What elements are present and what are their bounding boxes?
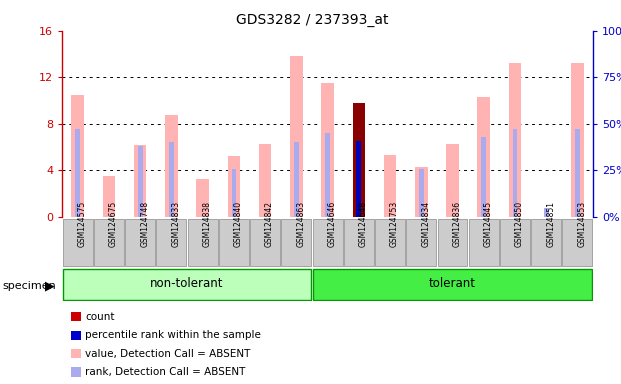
Bar xyxy=(294,142,299,217)
Text: GSM124675: GSM124675 xyxy=(109,200,118,247)
Bar xyxy=(259,144,271,217)
Bar xyxy=(290,56,302,217)
Bar xyxy=(478,97,490,217)
Text: GSM124853: GSM124853 xyxy=(578,200,586,247)
Text: GSM124863: GSM124863 xyxy=(296,200,306,247)
Bar xyxy=(575,129,580,217)
Text: GSM124845: GSM124845 xyxy=(484,200,492,247)
FancyBboxPatch shape xyxy=(563,219,592,266)
Bar xyxy=(419,169,424,217)
Bar xyxy=(169,142,174,217)
Bar xyxy=(512,129,517,217)
Text: GSM124836: GSM124836 xyxy=(453,200,461,247)
Bar xyxy=(165,114,178,217)
Bar xyxy=(138,146,143,217)
Text: count: count xyxy=(85,312,115,322)
Text: GSM124851: GSM124851 xyxy=(546,200,555,247)
FancyBboxPatch shape xyxy=(344,219,374,266)
Bar xyxy=(384,155,396,217)
Bar xyxy=(325,133,330,217)
Text: GSM124575: GSM124575 xyxy=(78,200,87,247)
Text: GSM124834: GSM124834 xyxy=(421,200,430,247)
Text: GSM124842: GSM124842 xyxy=(265,200,274,247)
Bar xyxy=(509,63,521,217)
Text: GSM124648: GSM124648 xyxy=(359,200,368,247)
Bar xyxy=(75,129,80,217)
Bar xyxy=(481,137,486,217)
FancyBboxPatch shape xyxy=(469,219,499,266)
FancyBboxPatch shape xyxy=(125,219,155,266)
Bar xyxy=(353,103,365,217)
Text: value, Detection Call = ABSENT: value, Detection Call = ABSENT xyxy=(85,349,250,359)
FancyBboxPatch shape xyxy=(312,219,343,266)
Text: GSM124833: GSM124833 xyxy=(171,200,181,247)
Bar xyxy=(356,141,361,217)
Bar xyxy=(228,156,240,217)
Text: GSM124840: GSM124840 xyxy=(234,200,243,247)
Text: GSM124838: GSM124838 xyxy=(202,200,212,247)
Bar xyxy=(446,144,459,217)
FancyBboxPatch shape xyxy=(500,219,530,266)
Text: non-tolerant: non-tolerant xyxy=(150,277,224,290)
Text: GSM124753: GSM124753 xyxy=(390,200,399,247)
FancyBboxPatch shape xyxy=(250,219,280,266)
FancyBboxPatch shape xyxy=(531,219,561,266)
Text: rank, Detection Call = ABSENT: rank, Detection Call = ABSENT xyxy=(85,367,245,377)
FancyBboxPatch shape xyxy=(63,269,311,300)
FancyBboxPatch shape xyxy=(406,219,437,266)
Text: GSM124748: GSM124748 xyxy=(140,200,149,247)
FancyBboxPatch shape xyxy=(156,219,186,266)
FancyBboxPatch shape xyxy=(219,219,249,266)
Bar xyxy=(134,145,147,217)
FancyBboxPatch shape xyxy=(188,219,217,266)
FancyBboxPatch shape xyxy=(281,219,311,266)
Text: specimen: specimen xyxy=(2,281,57,291)
Text: GSM124850: GSM124850 xyxy=(515,200,524,247)
Bar xyxy=(196,179,209,217)
FancyBboxPatch shape xyxy=(63,219,93,266)
Text: ▶: ▶ xyxy=(45,280,55,293)
Text: percentile rank within the sample: percentile rank within the sample xyxy=(85,330,261,340)
Bar xyxy=(232,169,236,217)
Bar xyxy=(102,176,116,217)
FancyBboxPatch shape xyxy=(94,219,124,266)
FancyBboxPatch shape xyxy=(312,269,592,300)
Bar xyxy=(321,83,334,217)
Bar xyxy=(71,95,84,217)
Bar xyxy=(571,63,584,217)
Bar xyxy=(544,208,548,217)
Bar xyxy=(415,167,427,217)
Text: GDS3282 / 237393_at: GDS3282 / 237393_at xyxy=(236,13,389,27)
FancyBboxPatch shape xyxy=(375,219,405,266)
Text: GSM124646: GSM124646 xyxy=(328,200,337,247)
FancyBboxPatch shape xyxy=(438,219,468,266)
Text: tolerant: tolerant xyxy=(429,277,476,290)
